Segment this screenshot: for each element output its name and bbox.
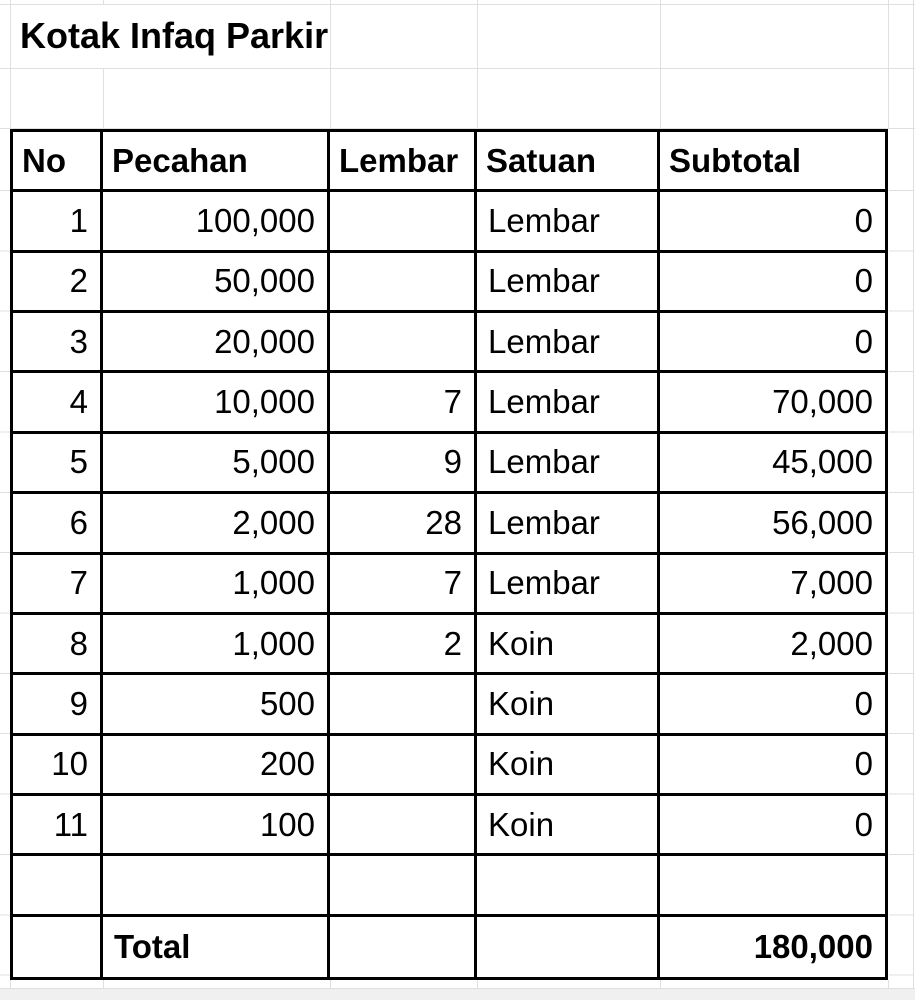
cell-subtotal[interactable]: 0: [660, 313, 885, 374]
cell-no[interactable]: 6: [13, 494, 103, 555]
gridline: [0, 988, 915, 989]
header-subtotal[interactable]: Subtotal: [660, 132, 885, 193]
gridline: [103, 68, 104, 129]
header-lembar[interactable]: Lembar: [330, 132, 477, 193]
cell-satuan[interactable]: Lembar: [477, 494, 660, 555]
cell-no[interactable]: 9: [13, 675, 103, 736]
cell-lembar[interactable]: 2: [330, 614, 477, 676]
cell-no[interactable]: 10: [13, 735, 103, 796]
gridline: [0, 128, 915, 129]
gridline: [660, 980, 661, 988]
cell-no[interactable]: 3: [13, 313, 103, 374]
cell-pecahan[interactable]: 2,000: [103, 494, 330, 555]
cell-satuan[interactable]: Koin: [477, 614, 660, 676]
cell-pecahan[interactable]: 5,000: [103, 433, 330, 495]
cell-subtotal[interactable]: 2,000: [660, 614, 885, 676]
gridline: [10, 980, 11, 988]
gridline: [889, 190, 913, 976]
gridline: [330, 980, 331, 988]
cell-empty[interactable]: [477, 916, 660, 977]
denominations-table: No Pecahan Lembar Satuan Subtotal 1 100,…: [10, 129, 888, 980]
gridline: [10, 0, 11, 129]
cell-pecahan[interactable]: 500: [103, 675, 330, 736]
gridline: [888, 0, 889, 129]
cell-subtotal[interactable]: 45,000: [660, 433, 885, 495]
gridline: [103, 980, 104, 988]
gridline: [103, 0, 104, 4]
cell-pecahan[interactable]: 1,000: [103, 554, 330, 615]
cell-satuan[interactable]: Lembar: [477, 252, 660, 314]
cell-pecahan[interactable]: 1,000: [103, 614, 330, 676]
title-cell[interactable]: Kotak Infaq Parkir: [10, 4, 338, 68]
cell-empty[interactable]: [660, 856, 885, 917]
cell-empty[interactable]: [13, 856, 103, 917]
cell-empty[interactable]: [103, 856, 330, 917]
cell-subtotal[interactable]: 56,000: [660, 494, 885, 555]
cell-subtotal[interactable]: 0: [660, 192, 885, 253]
cell-no[interactable]: 4: [13, 373, 103, 434]
cell-lembar[interactable]: [330, 735, 477, 796]
cell-pecahan[interactable]: 100,000: [103, 192, 330, 253]
cell-lembar[interactable]: 28: [330, 494, 477, 555]
cell-subtotal[interactable]: 0: [660, 735, 885, 796]
cell-empty[interactable]: [330, 856, 477, 917]
cell-satuan[interactable]: Lembar: [477, 433, 660, 495]
cell-subtotal[interactable]: 70,000: [660, 373, 885, 434]
cell-lembar[interactable]: [330, 313, 477, 374]
cell-satuan[interactable]: Lembar: [477, 192, 660, 253]
cell-lembar[interactable]: [330, 795, 477, 857]
cell-satuan[interactable]: Koin: [477, 675, 660, 736]
gridline: [477, 0, 478, 129]
cell-satuan[interactable]: Koin: [477, 795, 660, 857]
cell-satuan[interactable]: Koin: [477, 735, 660, 796]
cell-no[interactable]: 1: [13, 192, 103, 253]
gridline: [888, 980, 889, 988]
cell-pecahan[interactable]: 10,000: [103, 373, 330, 434]
cell-lembar[interactable]: 7: [330, 554, 477, 615]
header-no[interactable]: No: [13, 132, 103, 193]
gridline: [0, 68, 915, 69]
gridline: [477, 980, 478, 988]
cell-total-label[interactable]: Total: [103, 916, 330, 977]
cell-no[interactable]: 2: [13, 252, 103, 314]
cell-pecahan[interactable]: 100: [103, 795, 330, 857]
gridline: [660, 0, 661, 129]
sheet-title: Kotak Infaq Parkir: [20, 15, 329, 56]
cell-lembar[interactable]: 7: [330, 373, 477, 434]
cell-empty[interactable]: [330, 916, 477, 977]
cell-empty[interactable]: [477, 856, 660, 917]
sheet-footer-band: [0, 989, 915, 1000]
cell-lembar[interactable]: [330, 252, 477, 314]
cell-lembar[interactable]: [330, 192, 477, 253]
gridline: [330, 0, 331, 129]
cell-empty[interactable]: [13, 916, 103, 977]
gridline: [913, 0, 914, 988]
cell-satuan[interactable]: Lembar: [477, 554, 660, 615]
cell-total-value[interactable]: 180,000: [660, 916, 885, 977]
gridline: [0, 190, 10, 976]
gridline: [0, 4, 915, 5]
cell-subtotal[interactable]: 0: [660, 795, 885, 857]
cell-pecahan[interactable]: 50,000: [103, 252, 330, 314]
cell-no[interactable]: 11: [13, 795, 103, 857]
header-satuan[interactable]: Satuan: [477, 132, 660, 193]
cell-subtotal[interactable]: 0: [660, 675, 885, 736]
cell-no[interactable]: 8: [13, 614, 103, 676]
cell-lembar[interactable]: 9: [330, 433, 477, 495]
cell-subtotal[interactable]: 7,000: [660, 554, 885, 615]
cell-lembar[interactable]: [330, 675, 477, 736]
cell-pecahan[interactable]: 200: [103, 735, 330, 796]
cell-pecahan[interactable]: 20,000: [103, 313, 330, 374]
cell-subtotal[interactable]: 0: [660, 252, 885, 314]
cell-no[interactable]: 7: [13, 554, 103, 615]
cell-no[interactable]: 5: [13, 433, 103, 495]
header-pecahan[interactable]: Pecahan: [103, 132, 330, 193]
cell-satuan[interactable]: Lembar: [477, 313, 660, 374]
cell-satuan[interactable]: Lembar: [477, 373, 660, 434]
